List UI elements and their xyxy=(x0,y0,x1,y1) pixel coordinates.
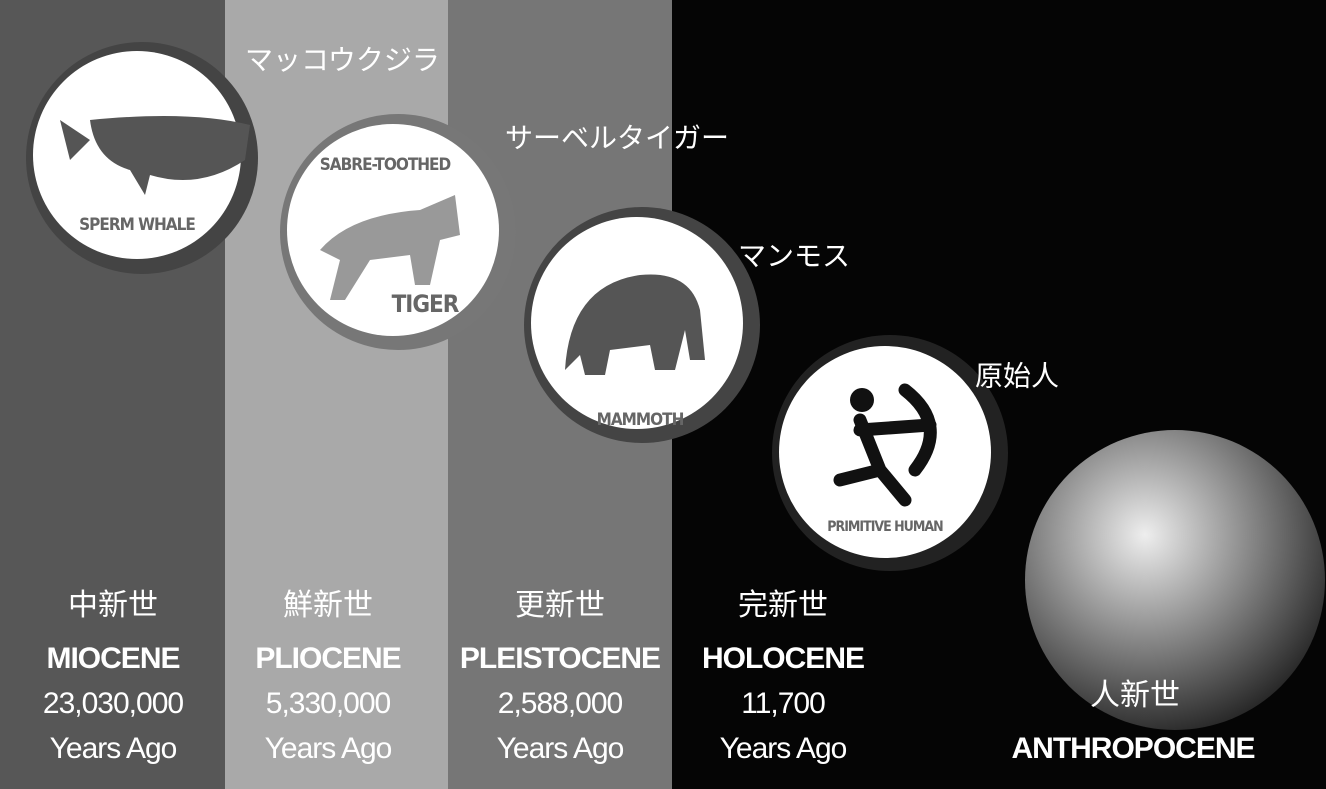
icon-text: SPERM WHALE xyxy=(79,215,195,235)
era-suffix: Years Ago xyxy=(720,732,847,765)
era-name: HOLOCENE xyxy=(702,642,864,675)
era-kanji: 更新世 xyxy=(515,589,605,622)
animal-label: マッコウクジラ xyxy=(245,44,440,75)
icon-text: SABRE-TOOTHED xyxy=(320,155,451,175)
era-years: 2,588,000 xyxy=(498,687,623,720)
mammoth-icon: MAMMOTH xyxy=(524,207,760,443)
tiger-icon: SABRE-TOOTHED TIGER xyxy=(280,114,516,350)
whale-icon: SPERM WHALE xyxy=(26,42,258,274)
era-name: ANTHROPOCENE xyxy=(1011,732,1254,765)
era-kanji: 完新世 xyxy=(738,589,828,622)
era-kanji: 人新世 xyxy=(1090,679,1180,712)
icon-text: MAMMOTH xyxy=(597,410,684,430)
era-suffix: Years Ago xyxy=(497,732,624,765)
animal-label: マンモス xyxy=(738,240,850,271)
infographic: SPERM WHALE SABRE-TOOTHED TIGER MAMMOTH … xyxy=(0,0,1326,789)
era-suffix: Years Ago xyxy=(50,732,177,765)
human-icon: PRIMITIVE HUMAN xyxy=(772,335,1008,571)
era-name: MIOCENE xyxy=(46,642,179,675)
animal-label: 原始人 xyxy=(975,360,1059,391)
era-suffix: Years Ago xyxy=(265,732,392,765)
era-years: 11,700 xyxy=(741,687,825,720)
era-name: PLEISTOCENE xyxy=(460,642,660,675)
era-years: 5,330,000 xyxy=(266,687,391,720)
era-years: 23,030,000 xyxy=(43,687,183,720)
era-kanji: 鮮新世 xyxy=(283,589,373,622)
icon-text: PRIMITIVE HUMAN xyxy=(827,519,943,535)
icon-text: TIGER xyxy=(392,290,460,318)
animal-label: サーベルタイガー xyxy=(505,122,729,153)
era-kanji: 中新世 xyxy=(68,589,158,622)
era-name: PLIOCENE xyxy=(255,642,400,675)
